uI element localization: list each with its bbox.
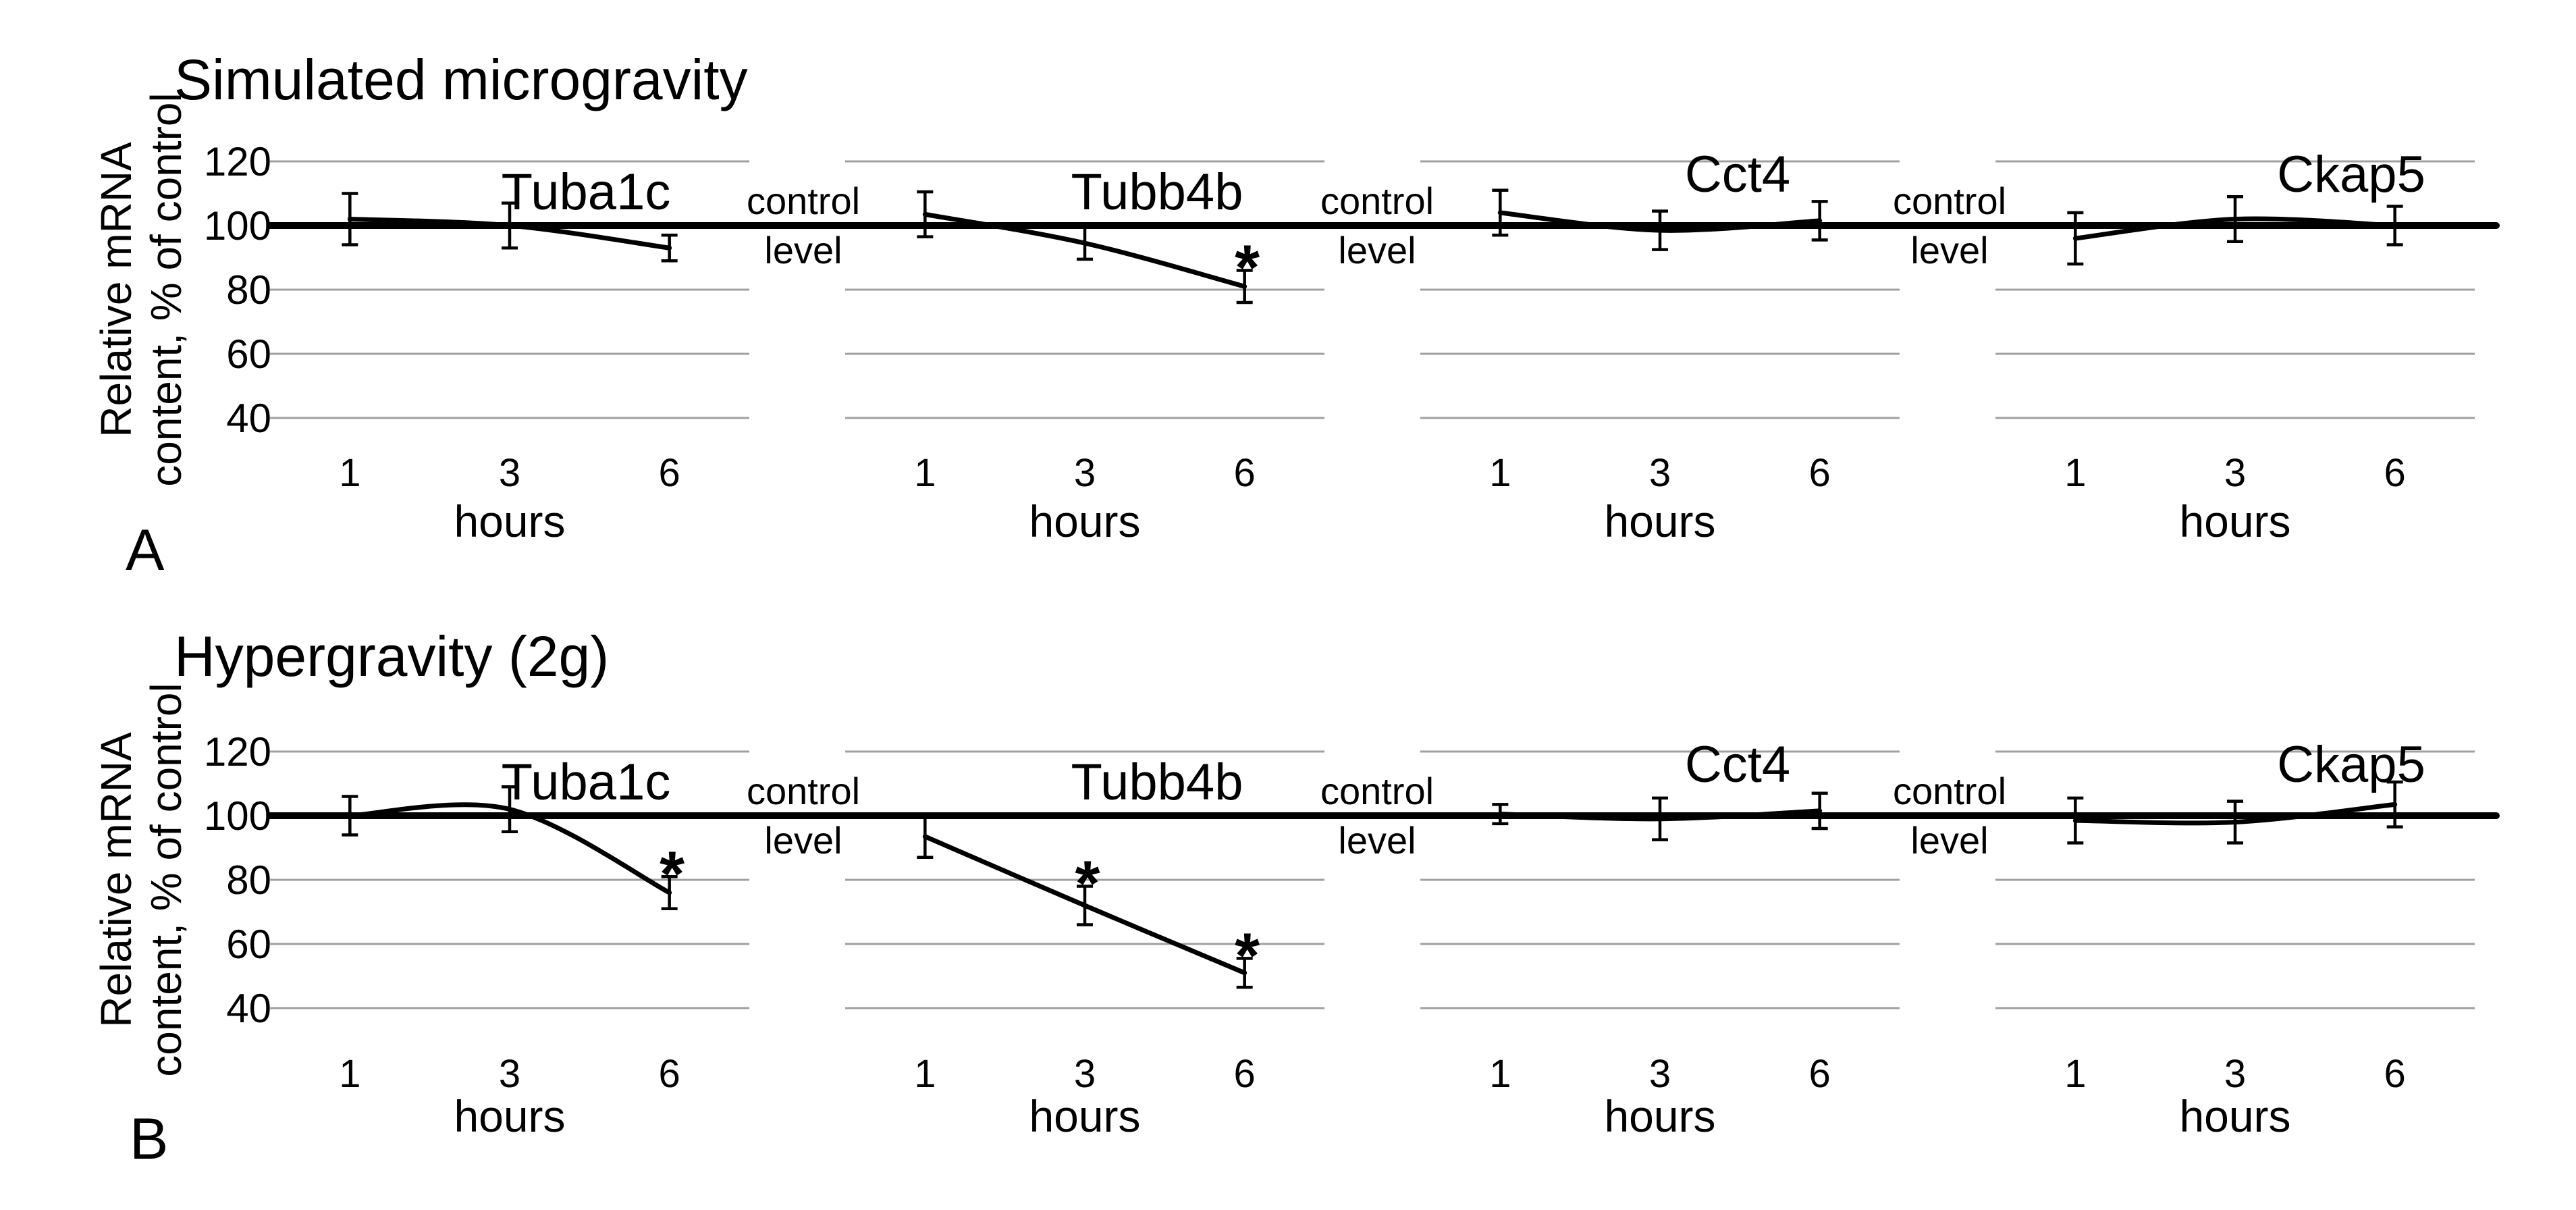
panel-a-chart3-xtick-6: 6 xyxy=(2384,451,2406,495)
panel-b-chart1-xtick-3: 3 xyxy=(1074,1052,1096,1096)
panel-a-chart2-xtick-3: 3 xyxy=(1649,451,1671,495)
panel-b-level-label-0: level xyxy=(764,819,842,862)
panel-a-chart3-xtick-3: 3 xyxy=(2224,451,2246,495)
panel-a-chart1-xtick-1: 1 xyxy=(914,451,936,495)
panel-a-chart1-significance-asterisk-2: * xyxy=(1235,232,1260,304)
panel-a-chart2-title: Cct4 xyxy=(1685,146,1790,203)
panel-a-chart1-xaxis-label: hours xyxy=(1029,496,1140,546)
panel-b-chart2-xtick-1: 1 xyxy=(1489,1052,1511,1096)
panel-a-chart2-xtick-6: 6 xyxy=(1809,451,1831,495)
panel-a-chart1-title: Tubb4b xyxy=(1071,163,1243,221)
panel-a-ytick-120: 120 xyxy=(204,139,271,184)
panel-b-chart3-xtick-1: 1 xyxy=(2064,1052,2086,1096)
panel-b-control-label-1: control xyxy=(1320,770,1434,812)
panel-a-chart2-xtick-1: 1 xyxy=(1489,451,1511,495)
panel-a-ytick-80: 80 xyxy=(226,267,271,313)
panel-b-chart0-significance-asterisk-2: * xyxy=(660,838,685,910)
panel-b-chart2-xtick-3: 3 xyxy=(1649,1052,1671,1096)
panel-b-chart1-significance-asterisk-2: * xyxy=(1235,920,1260,991)
panel-a-ytick-40: 40 xyxy=(226,396,271,441)
panel-a-title: Simulated microgravity xyxy=(174,48,748,111)
panel-b-chart0-xtick-3: 3 xyxy=(499,1052,520,1096)
panel-b-chart0-xaxis-label: hours xyxy=(454,1091,565,1141)
panel-a-chart1-xtick-3: 3 xyxy=(1074,451,1096,495)
panel-a-level-label-0: level xyxy=(764,229,842,271)
panel-a-chart3-xtick-1: 1 xyxy=(2064,451,2086,495)
panel-b-ytick-40: 40 xyxy=(226,986,271,1031)
panel-a-letter: A xyxy=(126,518,165,583)
panel-b-chart1-xtick-6: 6 xyxy=(1234,1052,1256,1096)
panel-b-chart1-xtick-1: 1 xyxy=(914,1052,936,1096)
panel-b-ytick-100: 100 xyxy=(204,793,271,839)
panel-b-chart3-xtick-3: 3 xyxy=(2224,1052,2246,1096)
panel-a-chart0-xtick-6: 6 xyxy=(659,451,680,495)
panel-a-control-label-2: control xyxy=(1893,180,2006,222)
panel-b-chart3-xaxis-label: hours xyxy=(2179,1091,2290,1141)
panel-a-chart1-xtick-6: 6 xyxy=(1234,451,1256,495)
panel-b-ytick-60: 60 xyxy=(226,922,271,967)
panel-b-ytick-80: 80 xyxy=(226,858,271,903)
panel-b-title: Hypergravity (2g) xyxy=(174,625,610,688)
panel-a-chart2-xaxis-label: hours xyxy=(1604,496,1715,546)
panel-b-ytick-120: 120 xyxy=(204,729,271,774)
panel-a-chart3-xaxis-label: hours xyxy=(2179,496,2290,546)
panel-b-chart2-xaxis-label: hours xyxy=(1604,1091,1715,1141)
panel-b-chart3-xtick-6: 6 xyxy=(2384,1052,2406,1096)
panel-b-chart3-title: Ckap5 xyxy=(2277,736,2425,793)
panel-b-chart0-xtick-1: 1 xyxy=(339,1052,360,1096)
panel-b-chart1-title: Tubb4b xyxy=(1071,754,1243,811)
panel-b-level-label-1: level xyxy=(1338,819,1416,862)
panel-a-ytick-60: 60 xyxy=(226,332,271,377)
panel-a-chart0-title: Tuba1c xyxy=(502,163,671,221)
panel-b-level-label-2: level xyxy=(1910,819,1988,862)
panel-a-chart0-xtick-3: 3 xyxy=(499,451,520,495)
panel-a-level-label-2: level xyxy=(1910,229,1988,271)
panel-b-chart0-title: Tuba1c xyxy=(502,754,671,811)
panel-a-chart3-title: Ckap5 xyxy=(2277,146,2425,203)
panel-b-control-label-0: control xyxy=(747,770,860,812)
panel-a-control-label-1: control xyxy=(1320,180,1434,222)
panel-a-control-label-0: control xyxy=(747,180,860,222)
panel-b-chart1-xaxis-label: hours xyxy=(1029,1091,1140,1141)
panel-a-chart0-xtick-1: 1 xyxy=(339,451,360,495)
panel-b-control-label-2: control xyxy=(1893,770,2006,812)
panel-a-level-label-1: level xyxy=(1338,229,1416,271)
panel-b-chart2-xtick-6: 6 xyxy=(1809,1052,1831,1096)
panel-b-chart2-title: Cct4 xyxy=(1685,736,1790,793)
panel-a-chart0-xaxis-label: hours xyxy=(454,496,565,546)
panel-b-letter: B xyxy=(130,1107,169,1172)
panel-a-ytick-100: 100 xyxy=(204,203,271,248)
panel-b-chart0-xtick-6: 6 xyxy=(659,1052,680,1096)
panel-b-chart1-significance-asterisk-1: * xyxy=(1075,848,1100,920)
